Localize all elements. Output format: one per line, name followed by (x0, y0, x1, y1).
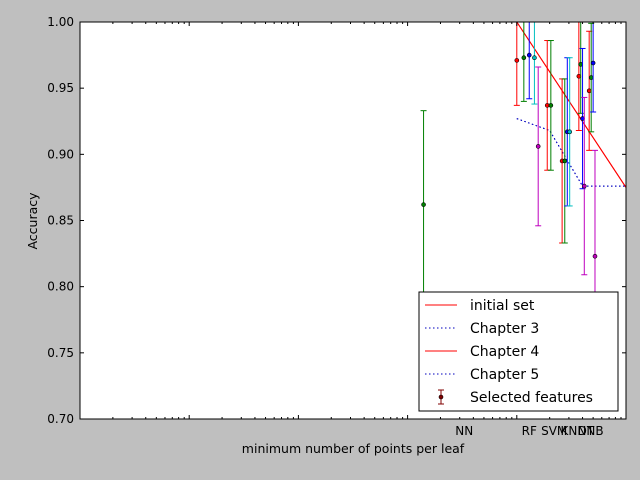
data-point (548, 103, 554, 108)
x-category-label-dt: DT (578, 424, 595, 438)
y-axis: 0.70 0.75 0.80 0.85 0.90 0.95 1.00 (47, 15, 626, 426)
y-tick-label: 1.00 (47, 15, 74, 29)
x-axis-label: minimum number of points per leaf (242, 441, 465, 456)
legend-label-chapter-5: Chapter 5 (470, 367, 539, 383)
x-axis (112, 22, 622, 419)
y-tick-label: 0.70 (47, 412, 74, 426)
x-category-label-rf: RF (522, 424, 537, 438)
legend-label-selected-features: Selected features (470, 390, 593, 406)
y-tick-label: 0.80 (47, 280, 74, 294)
y-tick-label: 0.90 (47, 147, 74, 161)
y-tick-label: 0.95 (47, 81, 74, 95)
series-line-chapter-5 (516, 118, 626, 187)
data-point (586, 88, 592, 94)
series-line-chapter-4 (516, 22, 626, 188)
data-point (526, 52, 532, 58)
x-category-label-nn: NN (455, 424, 473, 438)
data-point (567, 129, 572, 135)
data-point (581, 183, 587, 189)
y-axis-label: Accuracy (25, 192, 40, 250)
data-point (592, 253, 598, 259)
data-point (521, 55, 527, 61)
legend-label-chapter-3: Chapter 3 (470, 321, 539, 337)
y-tick-label: 0.85 (47, 214, 74, 228)
legend-label-chapter-4: Chapter 4 (470, 344, 539, 360)
x-category-label-knn: KNN (561, 424, 587, 438)
x-category-label-svm: SVM (541, 424, 567, 438)
data-point (532, 55, 537, 61)
legend: initial set Chapter 3 Chapter 4 Chapter 5 Se… (418, 291, 619, 412)
data-point (535, 144, 541, 149)
data-point (514, 58, 520, 63)
data-point (421, 202, 426, 207)
data-point (562, 158, 568, 164)
y-tick-label: 0.75 (47, 346, 74, 360)
legend-marker-selected-features (438, 394, 444, 400)
x-category-label-nb: NB (586, 424, 603, 438)
data-point (588, 75, 594, 80)
data-point (590, 60, 596, 66)
legend-label-initial-set: initial set (470, 298, 535, 314)
